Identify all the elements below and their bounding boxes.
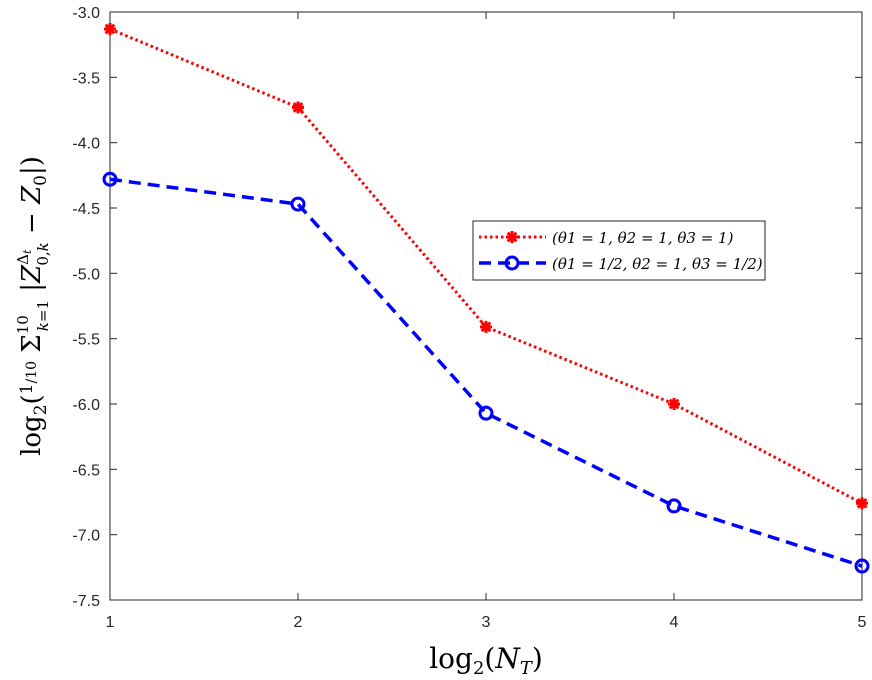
x-tick-label: 4	[670, 614, 679, 631]
x-tick-label: 2	[294, 614, 303, 631]
data-point-series-2	[666, 498, 682, 514]
y-tick-label: -7.0	[72, 528, 100, 545]
x-tick-label: 3	[482, 614, 491, 631]
data-point-series-2	[478, 405, 494, 421]
data-point-series-1	[856, 497, 868, 510]
y-tick-label: -3.5	[72, 70, 100, 87]
data-point-series-2	[102, 171, 118, 187]
y-tick-label: -6.0	[72, 397, 100, 414]
series-layer	[102, 22, 870, 574]
y-tick-label: -5.5	[72, 332, 100, 349]
legend-marker-series-2	[504, 255, 520, 271]
data-point-series-1	[104, 22, 116, 35]
data-point-series-1	[668, 398, 680, 410]
data-point-series-1	[480, 320, 492, 333]
legend: (θ1 = 1, θ2 = 1, θ3 = 1) (θ1 = 1/2, θ2 =…	[472, 220, 766, 281]
y-tick-label: -7.5	[72, 593, 100, 610]
y-axis-title: log2(1/10 Σ10 k=1 |ZΔt0,k − Z0|)	[14, 156, 52, 456]
y-tick-label: -6.5	[72, 462, 100, 479]
data-point-series-1	[292, 101, 304, 114]
y-tick-label: -4.0	[72, 136, 100, 153]
legend-box	[472, 220, 766, 281]
y-tick-label: -3.0	[72, 5, 100, 22]
plot-area	[109, 11, 863, 601]
legend-marker-series-1	[506, 231, 518, 243]
y-axis-ticks: -3.0 -3.5 -4.0 -4.5 -5.0 -5.5 -6.0 -6.5 -7.0 -7.5	[72, 5, 862, 610]
x-axis-title: log2(NT)	[429, 642, 543, 679]
x-tick-label: 1	[106, 614, 115, 631]
y-tick-label: -4.5	[72, 201, 100, 218]
series-line-1	[109, 27, 863, 505]
x-axis-ticks: 1 2 3 4 5	[106, 12, 867, 631]
legend-label-series-2: (θ1 = 1/2, θ2 = 1, θ3 = 1/2)	[552, 255, 763, 273]
data-point-series-2	[290, 196, 306, 212]
series-line-2	[109, 177, 863, 568]
x-tick-label: 5	[858, 614, 867, 631]
legend-label-series-1: (θ1 = 1, θ2 = 1, θ3 = 1)	[552, 229, 734, 247]
y-tick-label: -5.0	[72, 266, 100, 283]
data-point-series-2	[854, 558, 870, 574]
